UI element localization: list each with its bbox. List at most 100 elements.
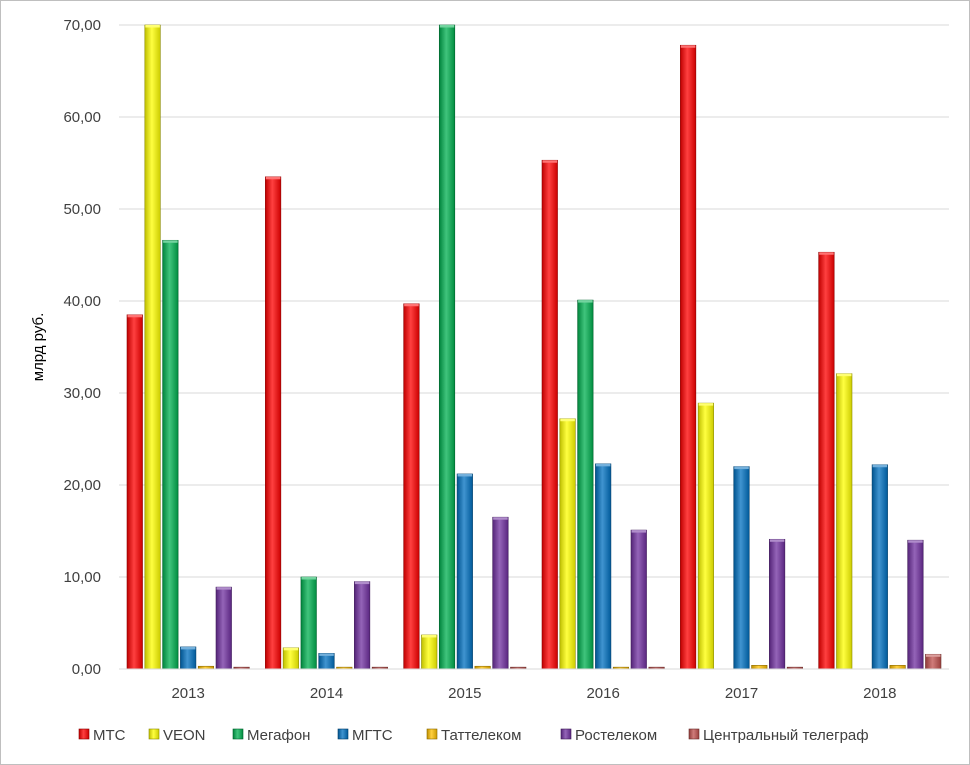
bar-top-highlight: [698, 403, 714, 406]
bar: [577, 299, 594, 670]
bar-top-highlight: [819, 252, 834, 255]
bar: [751, 665, 768, 670]
bar-top-highlight: [421, 634, 437, 638]
legend-item: Мегафон: [232, 727, 310, 744]
bar: [769, 538, 786, 670]
bar: [595, 463, 612, 670]
bar: [818, 251, 835, 670]
legend-item: VEON: [148, 727, 206, 744]
bar-top-highlight: [680, 45, 696, 48]
bar: [354, 581, 371, 670]
y-tick-label: 0,00: [72, 661, 101, 678]
bar: [630, 529, 647, 670]
bar: [697, 402, 714, 670]
bar: [541, 159, 558, 670]
bar-top-highlight: [493, 517, 508, 520]
bar-top-highlight: [404, 303, 419, 307]
legend-item: МГТС: [337, 727, 393, 744]
bar: [144, 24, 161, 670]
legend-swatch: [560, 728, 572, 740]
bar-top-highlight: [925, 654, 941, 657]
legend-label: МГТС: [352, 727, 393, 744]
y-tick-label: 70,00: [63, 17, 101, 34]
legend-swatch: [426, 728, 438, 740]
bar: [889, 665, 906, 670]
y-tick-label: 40,00: [63, 293, 101, 310]
y-tick-label: 10,00: [63, 569, 101, 586]
y-tick-label: 60,00: [63, 109, 101, 126]
bar: [836, 373, 853, 670]
bar: [456, 473, 473, 670]
bar-top-highlight: [216, 587, 232, 590]
bar-top-highlight: [283, 647, 299, 651]
x-tick-label: 2014: [310, 685, 343, 702]
x-tick-label: 2015: [448, 685, 481, 702]
bar-top-highlight: [908, 540, 923, 543]
legend: МТС VEON Мегафон МГТС Таттелеком Ростелеком Це…: [78, 727, 869, 744]
bar-top-highlight: [578, 300, 593, 303]
bars: [126, 24, 942, 670]
bar-top-highlight: [872, 464, 888, 468]
bar: [907, 539, 924, 670]
bar-top-highlight: [439, 25, 455, 28]
legend-item: Таттелеком: [426, 727, 521, 744]
legend-swatch: [337, 728, 349, 740]
bar: [265, 176, 282, 670]
legend-swatch: [78, 728, 90, 740]
y-tick-label: 30,00: [63, 385, 101, 402]
legend-swatch: [148, 728, 160, 740]
y-tick-label: 20,00: [63, 477, 101, 494]
bar-top-highlight: [542, 160, 558, 163]
legend-label: Ростелеком: [575, 727, 657, 744]
bar: [492, 516, 509, 670]
bar-top-highlight: [734, 466, 749, 470]
bar-top-highlight: [127, 314, 143, 318]
bar-top-highlight: [836, 373, 852, 377]
bar-top-highlight: [354, 581, 370, 585]
bar: [215, 586, 232, 670]
y-tick-label: 50,00: [63, 201, 101, 218]
bar: [871, 464, 888, 670]
gridlines: [119, 24, 949, 578]
x-tick-label: 2018: [863, 685, 896, 702]
bar: [180, 646, 197, 670]
x-axis-ticks: 2013 2014 2015 2016 2017 2018: [171, 685, 896, 702]
bar-top-highlight: [631, 530, 647, 533]
y-axis-ticks: 0,00 10,00 20,00 30,00 40,00 50,00 60,00 70,00: [63, 17, 101, 678]
x-tick-label: 2017: [725, 685, 758, 702]
legend-label: VEON: [163, 727, 206, 744]
legend-item: Центральный телеграф: [688, 727, 869, 744]
x-tick-label: 2016: [586, 685, 619, 702]
legend-swatch: [688, 728, 700, 740]
bar-top-highlight: [319, 653, 334, 656]
bar: [300, 576, 317, 670]
bar: [559, 418, 576, 670]
bar-top-highlight: [301, 577, 316, 580]
bar-top-highlight: [595, 463, 611, 467]
bar: [282, 647, 299, 670]
bar-top-highlight: [769, 539, 785, 542]
bar: [680, 44, 697, 670]
legend-label: Таттелеком: [441, 727, 521, 744]
bar-top-highlight: [163, 240, 178, 243]
legend-item: МТС: [78, 727, 126, 744]
bar-top-highlight: [180, 646, 196, 650]
bar: [126, 314, 143, 670]
bar: [162, 239, 179, 670]
legend-label: МТС: [93, 727, 126, 744]
bar: [403, 303, 420, 670]
legend-label: Центральный телеграф: [703, 727, 869, 744]
x-tick-label: 2013: [171, 685, 204, 702]
bar: [733, 466, 750, 670]
legend-label: Мегафон: [247, 727, 310, 744]
y-axis-label: млрд руб.: [30, 313, 47, 382]
legend-swatch: [232, 728, 244, 740]
bar-top-highlight: [457, 473, 473, 477]
legend-item: Ростелеком: [560, 727, 657, 744]
bar: [421, 634, 438, 670]
bar-top-highlight: [560, 418, 575, 422]
bar-top-highlight: [145, 25, 160, 28]
bar: [438, 24, 456, 670]
